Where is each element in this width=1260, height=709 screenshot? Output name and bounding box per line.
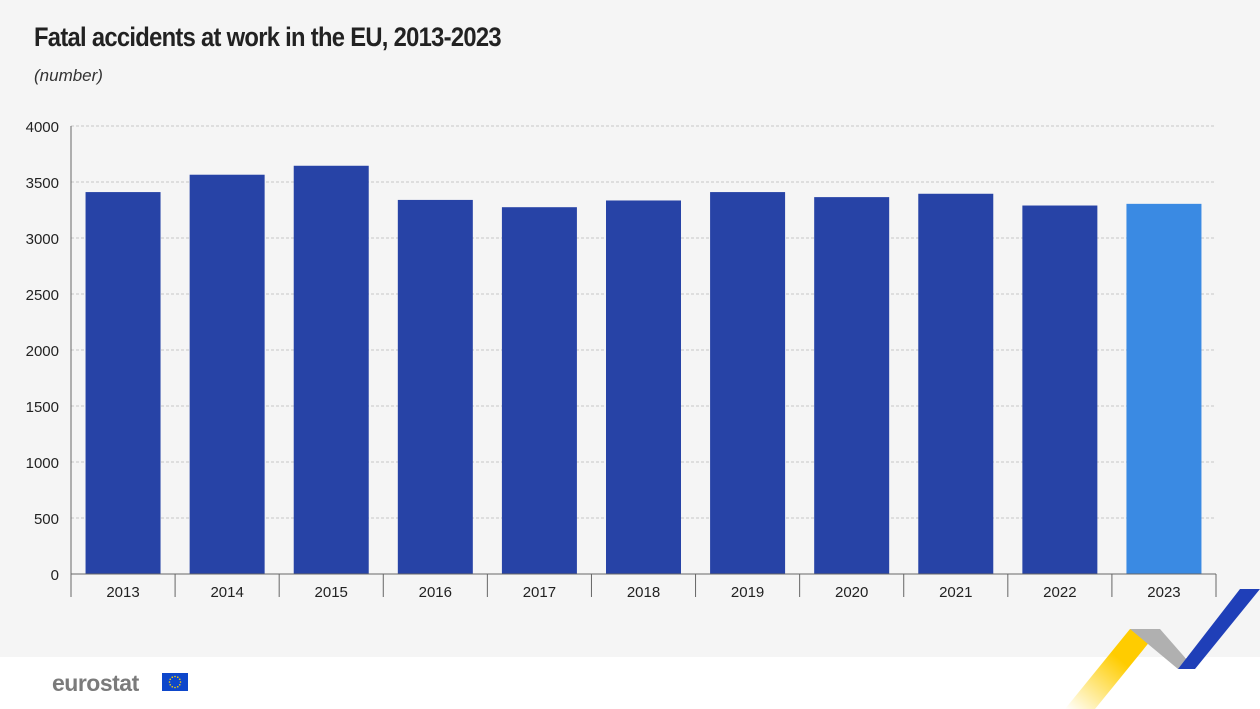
x-tick-label: 2022	[1043, 584, 1076, 601]
x-tick-label: 2015	[315, 584, 348, 601]
bar-2016	[397, 199, 473, 575]
x-tick-label: 2021	[939, 584, 972, 601]
y-tick-label: 500	[34, 511, 59, 528]
y-tick-label: 4000	[26, 119, 59, 136]
chart-title: Fatal accidents at work in the EU, 2013-…	[34, 22, 502, 52]
y-tick-label: 3000	[26, 231, 59, 248]
y-tick-label: 1000	[26, 455, 59, 472]
bar-2022	[1022, 205, 1098, 574]
bar-2017	[501, 207, 577, 574]
x-tick-label: 2020	[835, 584, 868, 601]
bar-2021	[918, 193, 994, 574]
x-tick-label: 2023	[1147, 584, 1180, 601]
bar-2015	[293, 165, 369, 574]
x-tick-label: 2017	[523, 584, 556, 601]
decorative-chevrons	[1065, 589, 1260, 709]
y-tick-label: 1500	[26, 399, 59, 416]
bar-2013	[85, 192, 161, 574]
bar-chart: 0 500 1000 1500 2000 2500 3000 3500 4000 2013 2014…	[26, 119, 1217, 601]
x-tick-label: 2013	[106, 584, 139, 601]
y-tick-label: 0	[51, 567, 59, 584]
x-tick-label: 2019	[731, 584, 764, 601]
x-tick-label: 2016	[419, 584, 452, 601]
y-tick-label: 2500	[26, 287, 59, 304]
bar-2020	[814, 197, 890, 574]
bar-2014	[189, 174, 265, 574]
bar-2023	[1126, 203, 1202, 574]
x-tick-label: 2014	[210, 584, 243, 601]
chart-subtitle: (number)	[34, 66, 103, 85]
y-tick-label: 3500	[26, 175, 59, 192]
x-tick-label: 2018	[627, 584, 660, 601]
bar-2018	[606, 200, 681, 575]
eu-flag-icon	[162, 673, 188, 691]
bar-2019	[710, 192, 786, 574]
eurostat-logo: eurostat	[52, 670, 139, 696]
y-tick-label: 2000	[26, 343, 59, 360]
